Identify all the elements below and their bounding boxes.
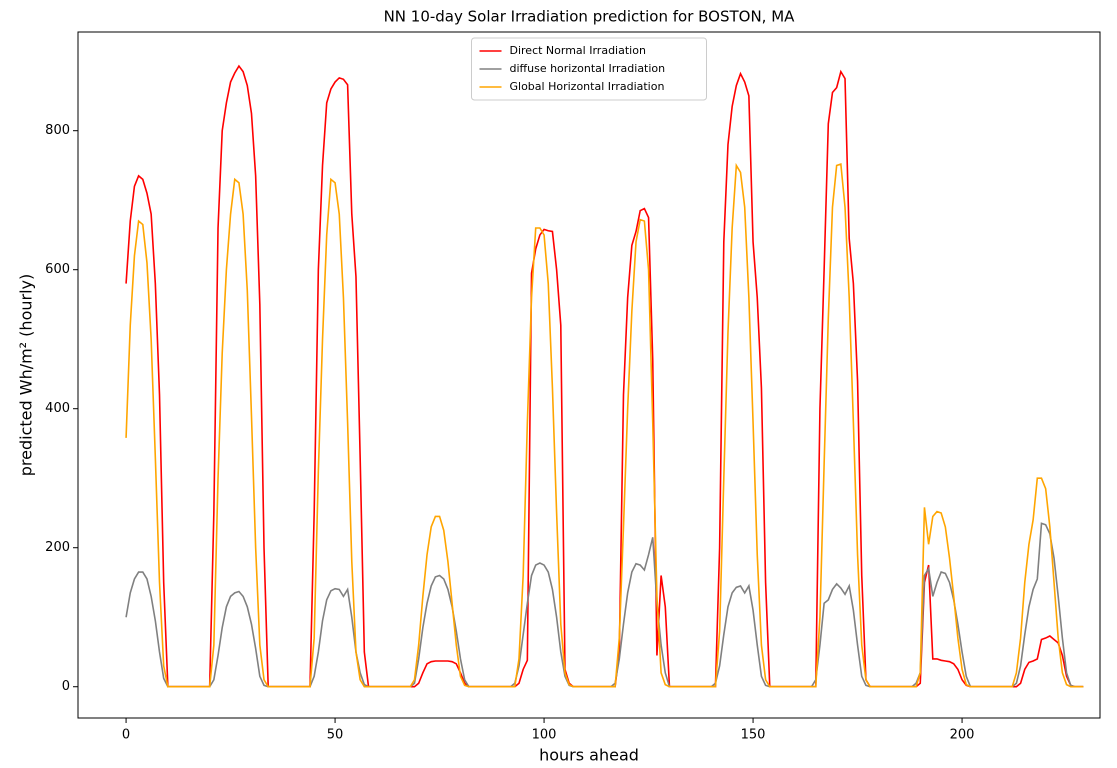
x-axis-label: hours ahead xyxy=(539,746,639,765)
y-tick-label: 200 xyxy=(45,540,70,555)
legend-box xyxy=(471,37,707,101)
y-tick-label: 0 xyxy=(62,679,70,694)
x-tick-label: 50 xyxy=(327,728,344,743)
y-tick-label: 600 xyxy=(45,262,70,277)
y-tick-label: 800 xyxy=(45,123,70,138)
legend: Direct Normal Irradiation diffuse horizon… xyxy=(471,37,707,101)
x-tick-label: 150 xyxy=(741,728,766,743)
legend-label: Global Horizontal Irradiation xyxy=(510,80,665,93)
x-tick-label: 100 xyxy=(532,728,557,743)
plot-frame xyxy=(77,31,1101,719)
data-line xyxy=(125,522,1084,688)
data-line xyxy=(125,162,1084,688)
legend-label: diffuse horizontal Irradiation xyxy=(510,62,666,75)
chart-title: NN 10-day Solar Irradiation prediction f… xyxy=(384,8,796,26)
legend-label: Direct Normal Irradiation xyxy=(510,44,646,57)
y-tick-label: 400 xyxy=(45,401,70,416)
data-line xyxy=(125,64,1084,688)
x-tick-label: 200 xyxy=(950,728,975,743)
y-axis-label: predicted Wh/m² (hourly) xyxy=(17,274,36,476)
x-tick-label: 0 xyxy=(122,728,130,743)
